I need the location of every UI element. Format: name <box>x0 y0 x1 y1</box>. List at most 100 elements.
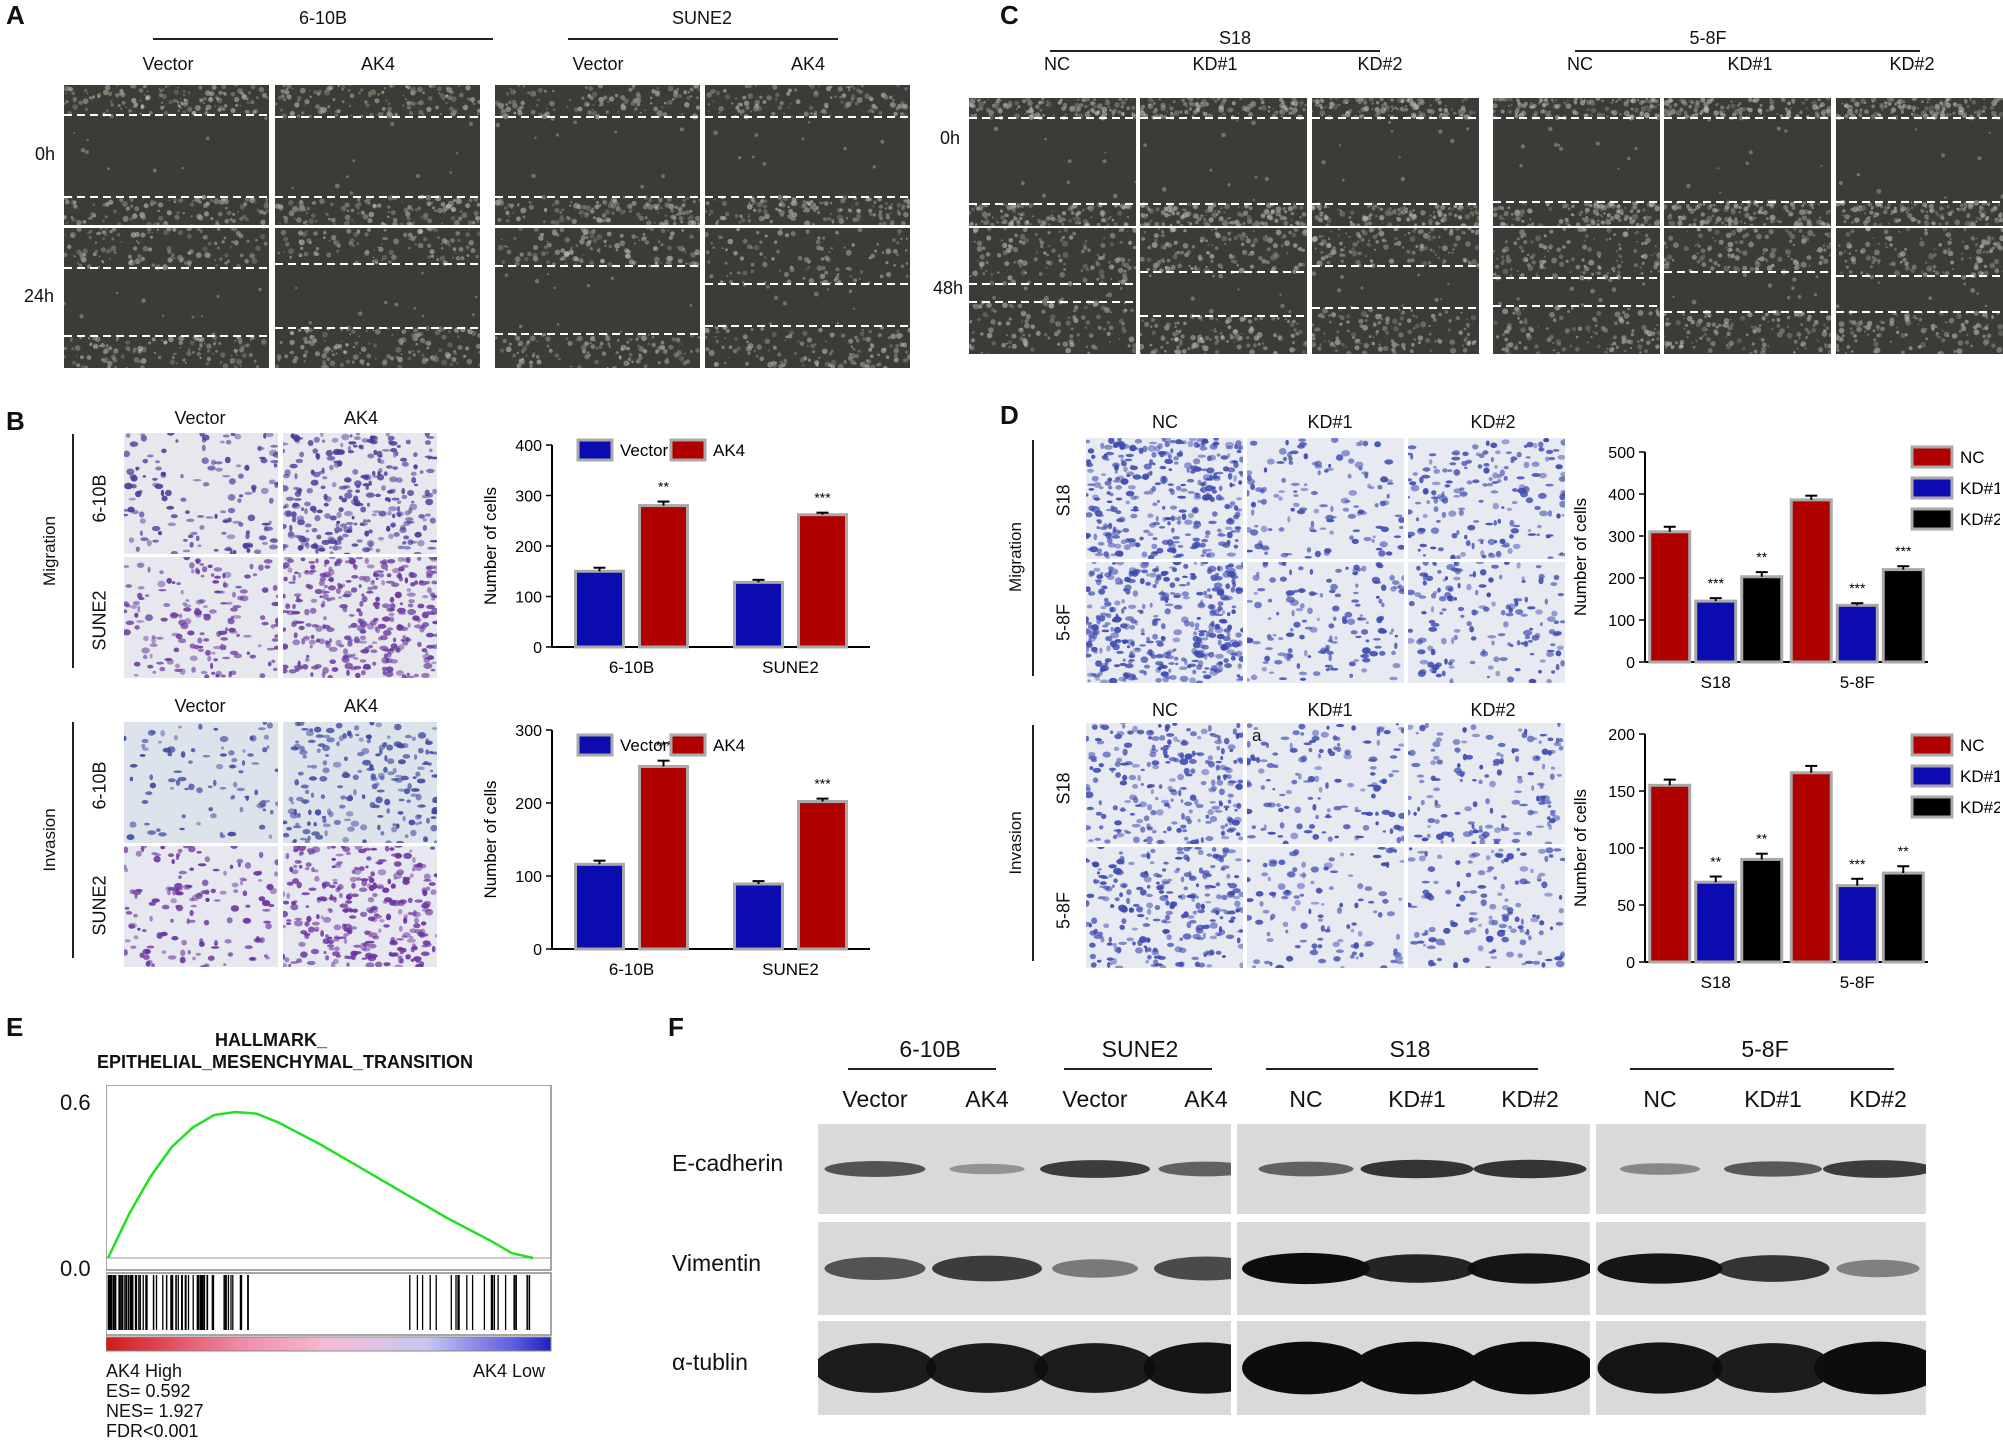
significance-mark: ** <box>1898 843 1909 859</box>
scratch-image-c-2-2 <box>1140 228 1307 354</box>
wb-band-3-9 <box>1712 1343 1834 1393</box>
bar-Vector-SUNE2 <box>733 580 784 649</box>
panel-d-cellrow-2: 5-8F <box>1053 604 1074 642</box>
panel-b-cellrow-2: SUNE2 <box>89 590 110 651</box>
scratch-image-c-2-6 <box>1836 228 2003 354</box>
panel-b-section-bracket-1 <box>72 434 74 668</box>
wb-group-1: 6-10B <box>899 1036 961 1062</box>
panel-c-col-6: KD#2 <box>1889 54 1935 74</box>
gsea-plot <box>106 1085 552 1352</box>
panel-letter-C: C <box>1000 0 1019 30</box>
bar-KD#1-5-8F <box>1835 884 1879 964</box>
y-tick-label: 100 <box>515 869 542 886</box>
transwell-image-d-2-2 <box>1247 562 1404 683</box>
wb-band-2-1 <box>824 1256 926 1281</box>
gsea-title-line-2: EPITHELIAL_MESENCHYMAL_TRANSITION <box>97 1052 474 1072</box>
bar-KD#2-S18 <box>1740 857 1784 964</box>
significance-mark: *** <box>1849 856 1866 872</box>
legend-swatch-Vector <box>576 438 614 462</box>
wb-blot-1-1 <box>818 1124 1231 1214</box>
wb-blot-3-2 <box>1237 1321 1590 1415</box>
transwell-image-b-2-1 <box>124 557 278 678</box>
transwell-image-d-2-1 <box>1086 562 1243 683</box>
legend-swatch-NC <box>1910 445 1954 469</box>
wb-band-3-8 <box>1597 1342 1723 1394</box>
panel-c-line-label-2: 5-8F <box>1689 28 1727 48</box>
x-tick-label-6-10B: 6-10B <box>609 960 654 979</box>
panel-d-col-5: KD#1 <box>1307 700 1353 720</box>
panel-a-line-label-1: 6-10B <box>298 8 348 28</box>
legend-swatch-KD#1 <box>1910 476 1954 500</box>
bar-KD#2-S18 <box>1740 575 1784 664</box>
wb-group-2: SUNE2 <box>1101 1036 1179 1062</box>
panel-a-bracket-2 <box>568 38 838 40</box>
gsea-high-label: AK4 High <box>106 1361 183 1381</box>
y-tick-label: 200 <box>515 539 542 556</box>
bar-AK4-SUNE2 <box>797 513 848 649</box>
panel-c-col-3: KD#2 <box>1357 54 1403 74</box>
bar-NC-S18 <box>1648 530 1692 664</box>
bar-KD#2-5-8F <box>1881 568 1925 664</box>
wb-protein-1: E-cadherin <box>672 1150 784 1176</box>
panel-d-cellrow-4: 5-8F <box>1053 892 1074 930</box>
panel-a-row-2: 24h <box>23 286 55 306</box>
chart-b-migration: 0 100 200 300 400 Number of cells ** 6-10B *** SU… <box>481 438 870 677</box>
wb-band-3-3 <box>1034 1343 1156 1393</box>
wb-lane-label-4: AK4 <box>1184 1086 1228 1112</box>
scratch-image-a-1-1 <box>64 85 269 225</box>
panel-b-cellrow-1: 6-10B <box>89 474 110 523</box>
wb-band-2-7 <box>1467 1253 1590 1284</box>
panel-c-col-4: NC <box>1567 54 1593 74</box>
panel-b-col-3: Vector <box>174 696 226 716</box>
panel-d-col-4: NC <box>1152 700 1178 720</box>
legend-label-AK4: AK4 <box>713 736 745 755</box>
panel-letter-A: A <box>6 0 25 30</box>
x-tick-label-5-8F: 5-8F <box>1840 673 1875 692</box>
wb-band-1-5 <box>1258 1161 1354 1177</box>
panel-b-section-2: Invasion <box>40 808 59 872</box>
wb-band-1-7 <box>1473 1159 1587 1179</box>
panel-c-row-2: 48h <box>932 278 964 298</box>
wb-group-bracket-3 <box>1266 1068 1538 1070</box>
panel-b-section-1: Migration <box>40 516 59 586</box>
scratch-image-a-2-4 <box>705 228 910 368</box>
wb-band-3-2 <box>926 1343 1048 1393</box>
wb-lane-label-9: KD#1 <box>1744 1086 1802 1112</box>
y-axis-label: Number of cells <box>481 780 500 898</box>
bar-KD#2-5-8F <box>1881 871 1925 964</box>
legend-swatch-KD#1 <box>1910 764 1954 788</box>
y-tick-label: 300 <box>515 489 542 506</box>
wb-band-1-8 <box>1620 1163 1700 1175</box>
transwell-image-d-3-3 <box>1408 723 1565 844</box>
panel-d-section-2: Invasion <box>1006 811 1025 875</box>
wb-lane-label-1: Vector <box>842 1086 908 1112</box>
panel-d-col-1: NC <box>1152 412 1178 432</box>
wb-protein-3: α-tublin <box>672 1349 748 1375</box>
transwell-image-b-2-2 <box>283 557 437 678</box>
wb-lane-label-5: NC <box>1289 1086 1323 1112</box>
scratch-image-c-1-6 <box>1836 98 2003 226</box>
panel-a-col-4: AK4 <box>790 54 826 74</box>
gsea-title-line-1: HALLMARK_ <box>215 1030 327 1050</box>
bar-AK4-6-10B <box>638 504 689 649</box>
significance-mark: *** <box>814 776 831 792</box>
panel-b-col-1: Vector <box>174 408 226 428</box>
bar-KD#1-S18 <box>1694 880 1738 964</box>
y-tick-label: 100 <box>515 590 542 607</box>
wb-lane-label-10: KD#2 <box>1849 1086 1907 1112</box>
gsea-rank-gradient <box>106 1336 552 1352</box>
significance-mark: *** <box>1849 580 1866 596</box>
panel-b-col-2: AK4 <box>343 408 379 428</box>
legend-swatch-AK4 <box>669 438 707 462</box>
legend-swatch-KD#2 <box>1910 795 1954 819</box>
bar-Vector-SUNE2 <box>733 882 784 951</box>
panel-c-col-2: KD#1 <box>1192 54 1238 74</box>
wb-group-bracket-4 <box>1630 1068 1894 1070</box>
panel-a-bracket-1 <box>153 38 493 40</box>
y-tick-label: 300 <box>515 723 542 740</box>
y-tick-label: 150 <box>1608 784 1635 801</box>
x-tick-label-S18: S18 <box>1701 673 1731 692</box>
transwell-image-b-3-2 <box>283 722 437 843</box>
wb-group-4: 5-8F <box>1741 1036 1789 1062</box>
